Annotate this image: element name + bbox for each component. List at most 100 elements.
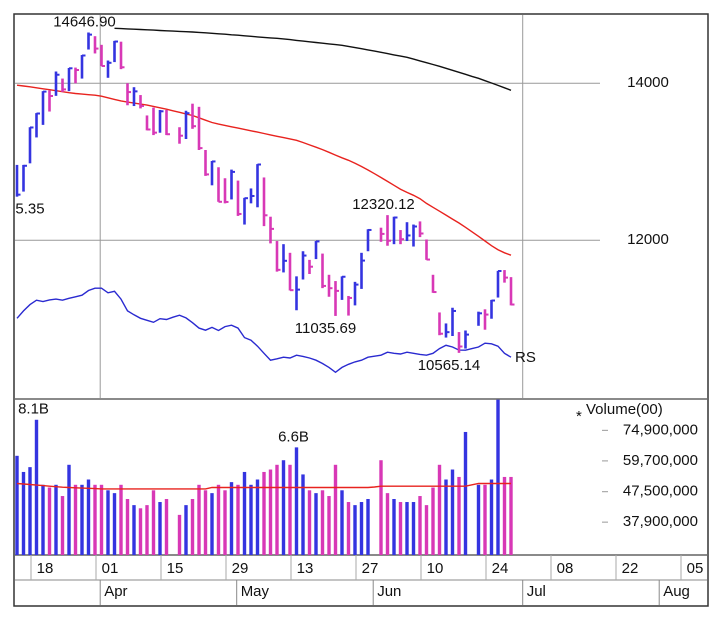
volume-bar bbox=[294, 447, 299, 555]
volume-bar bbox=[418, 496, 422, 555]
volume-bar bbox=[125, 498, 130, 555]
volume-bar bbox=[80, 484, 84, 555]
volume-label: 6.6B bbox=[278, 428, 309, 445]
volume-bar bbox=[216, 484, 221, 555]
month-label: Apr bbox=[104, 583, 127, 600]
y2-tick-label: 47,500,000 bbox=[623, 483, 698, 500]
volume-bar bbox=[268, 469, 273, 555]
volume-bar bbox=[249, 484, 253, 555]
volume-bar bbox=[132, 505, 136, 555]
volume-bar bbox=[398, 502, 403, 555]
y-tick-label: 12000 bbox=[627, 231, 669, 248]
volume-bar bbox=[236, 484, 240, 555]
volume-bar bbox=[210, 493, 214, 555]
x-tick-label: 15 bbox=[167, 560, 184, 577]
volume-bar bbox=[314, 493, 318, 555]
volume-bar bbox=[242, 471, 247, 555]
volume-bar bbox=[41, 484, 45, 555]
volume-bar bbox=[203, 490, 208, 555]
x-tick-label: 22 bbox=[622, 560, 639, 577]
y2-tick-label: 59,700,000 bbox=[623, 452, 698, 469]
volume-bar bbox=[353, 505, 357, 555]
volume-bar bbox=[177, 514, 182, 555]
volume-marker: * bbox=[576, 408, 582, 425]
volume-bar bbox=[229, 482, 234, 555]
volume-bar bbox=[28, 467, 32, 555]
month-label: Jun bbox=[377, 583, 401, 600]
volume-bar bbox=[138, 508, 143, 555]
volume-bar bbox=[184, 505, 188, 555]
volume-bar bbox=[190, 498, 195, 555]
volume-bar bbox=[327, 496, 331, 555]
volume-bar bbox=[93, 484, 97, 555]
volume-bar bbox=[385, 493, 390, 555]
high-label: 12320.12 bbox=[352, 196, 415, 213]
volume-bar bbox=[346, 502, 351, 555]
volume-bar bbox=[333, 464, 338, 555]
volume-bar bbox=[47, 487, 52, 555]
volume-bar bbox=[145, 505, 149, 555]
volume-bar bbox=[392, 498, 396, 555]
volume-bar bbox=[450, 469, 455, 555]
x-tick-label: 01 bbox=[102, 560, 119, 577]
volume-bar bbox=[73, 484, 78, 555]
volume-bar bbox=[444, 479, 448, 555]
volume-bar bbox=[15, 455, 19, 555]
y-tick-label: 14000 bbox=[627, 74, 669, 91]
volume-bar bbox=[483, 484, 487, 555]
volume-bar bbox=[275, 464, 279, 555]
volume-label: 8.1B bbox=[18, 401, 49, 418]
x-tick-label: 13 bbox=[297, 560, 314, 577]
volume-bar bbox=[67, 464, 71, 555]
volume-bar bbox=[379, 460, 383, 555]
volume-bar bbox=[86, 479, 91, 555]
volume-bar bbox=[301, 474, 305, 555]
low-label: 10565.14 bbox=[418, 357, 481, 374]
volume-bar bbox=[262, 471, 266, 555]
volume-bar bbox=[288, 464, 292, 555]
volume-bar bbox=[411, 502, 416, 555]
volume-bar bbox=[509, 476, 513, 555]
volume-bar bbox=[320, 490, 325, 555]
volume-bar bbox=[54, 484, 58, 555]
month-label: May bbox=[241, 583, 270, 600]
volume-bar bbox=[437, 464, 442, 555]
volume-bar bbox=[405, 502, 409, 555]
month-label: Aug bbox=[663, 583, 690, 600]
volume-bar bbox=[463, 431, 468, 555]
volume-bar bbox=[496, 399, 500, 555]
volume-bar bbox=[431, 487, 435, 555]
volume-bar bbox=[489, 479, 494, 555]
x-tick-label: 27 bbox=[362, 560, 379, 577]
low-label: 11035.69 bbox=[295, 320, 356, 337]
volume-bar bbox=[99, 484, 104, 555]
rs-label: RS bbox=[515, 349, 536, 366]
x-tick-label: 05 bbox=[687, 560, 704, 577]
x-tick-label: 29 bbox=[232, 560, 249, 577]
high-label: 14646.90 bbox=[53, 13, 116, 30]
x-tick-label: 10 bbox=[427, 560, 444, 577]
rs-line bbox=[16, 287, 512, 374]
volume-bar bbox=[424, 505, 429, 555]
y2-tick-label: 37,900,000 bbox=[623, 513, 698, 530]
volume-bar bbox=[340, 490, 344, 555]
volume-bar bbox=[112, 493, 117, 555]
month-label: Jul bbox=[527, 583, 546, 600]
volume-bar bbox=[158, 502, 162, 555]
volume-bar bbox=[151, 490, 156, 555]
moving-average bbox=[114, 27, 512, 91]
x-tick-label: 08 bbox=[557, 560, 574, 577]
volume-bar bbox=[34, 419, 39, 555]
x-tick-label: 18 bbox=[37, 560, 54, 577]
volume-bar bbox=[60, 496, 65, 555]
volume-bar bbox=[366, 498, 370, 555]
volume-bar bbox=[164, 498, 169, 555]
volume-bar bbox=[476, 484, 481, 555]
low-label: 5.35 bbox=[15, 201, 44, 218]
moving-average bbox=[16, 84, 512, 256]
volume-average bbox=[16, 482, 511, 490]
x-tick-label: 24 bbox=[492, 560, 509, 577]
volume-bar bbox=[359, 502, 364, 555]
